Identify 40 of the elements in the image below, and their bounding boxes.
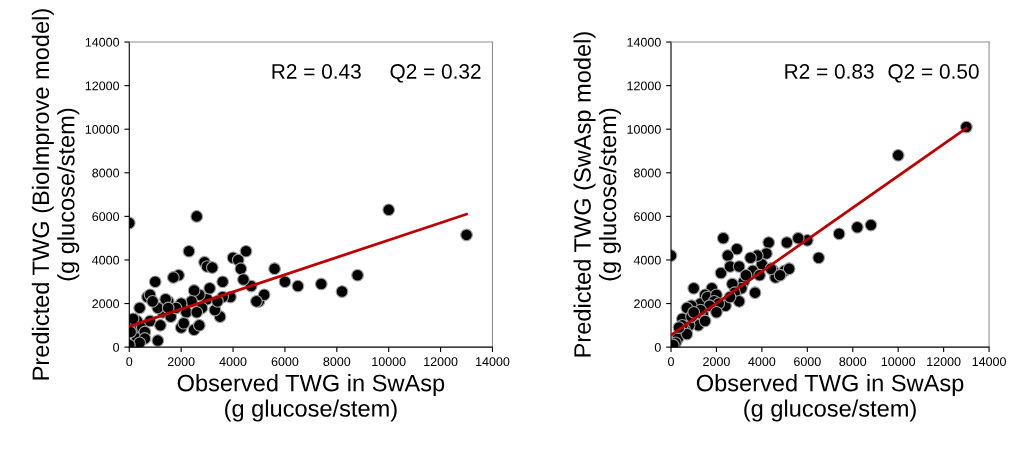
x-axis-title: Observed TWG in SwAsp (g glucose/stem): [696, 374, 964, 422]
y-axis-title: Predicted TWG (SwAsp model) (g glucose/stem): [573, 32, 621, 357]
y-tick-label: 6000: [634, 212, 661, 222]
y-axis-title: Predicted TWG (BioImprove model) (g glucose/stem): [31, 9, 80, 380]
x-axis-title: Observed TWG in SwAsp (g glucose/stem): [177, 374, 445, 422]
x-tick-label: 10000: [881, 357, 916, 367]
y-tick-label: 10000: [85, 125, 120, 134]
x-tick-label: 14000: [972, 357, 1006, 367]
annotation: R2 = 0.43: [272, 64, 361, 79]
y-tick-label: 4000: [633, 255, 661, 265]
annotation: Q2 = 0.32: [390, 64, 481, 83]
y-tick-label: 4000: [92, 255, 120, 265]
y-tick-label: 0: [654, 342, 661, 352]
y-tick-label: 14000: [85, 37, 120, 47]
x-tick-label: 10000: [372, 357, 406, 367]
x-tick-label: 0: [668, 357, 674, 367]
annotation: Q2 = 0.50: [888, 64, 979, 83]
annotation: R2 = 0.83: [785, 64, 874, 79]
y-tick-label: 12000: [627, 81, 661, 91]
y-tick-label: 6000: [92, 212, 120, 222]
x-tick-label: 4000: [219, 357, 247, 367]
y-tick-label: 8000: [92, 168, 120, 178]
x-tick-label: 4000: [748, 357, 776, 367]
x-tick-label: 2000: [703, 357, 730, 367]
x-tick-label: 12000: [927, 357, 961, 367]
x-tick-label: 6000: [271, 357, 299, 367]
x-tick-label: 2000: [167, 357, 195, 367]
x-tick-label: 8000: [839, 357, 867, 367]
y-tick-label: 12000: [85, 81, 120, 91]
y-tick-label: 0: [113, 342, 120, 352]
y-tick-label: 2000: [92, 299, 120, 309]
x-tick-label: 12000: [424, 357, 458, 367]
x-tick-label: 6000: [794, 357, 821, 367]
x-tick-label: 8000: [323, 357, 351, 367]
y-tick-label: 2000: [634, 299, 661, 309]
x-tick-label: 0: [126, 357, 133, 367]
y-tick-label: 10000: [627, 125, 661, 134]
x-tick-label: 14000: [476, 357, 510, 367]
y-tick-label: 8000: [634, 168, 661, 178]
y-tick-label: 14000: [627, 37, 661, 47]
